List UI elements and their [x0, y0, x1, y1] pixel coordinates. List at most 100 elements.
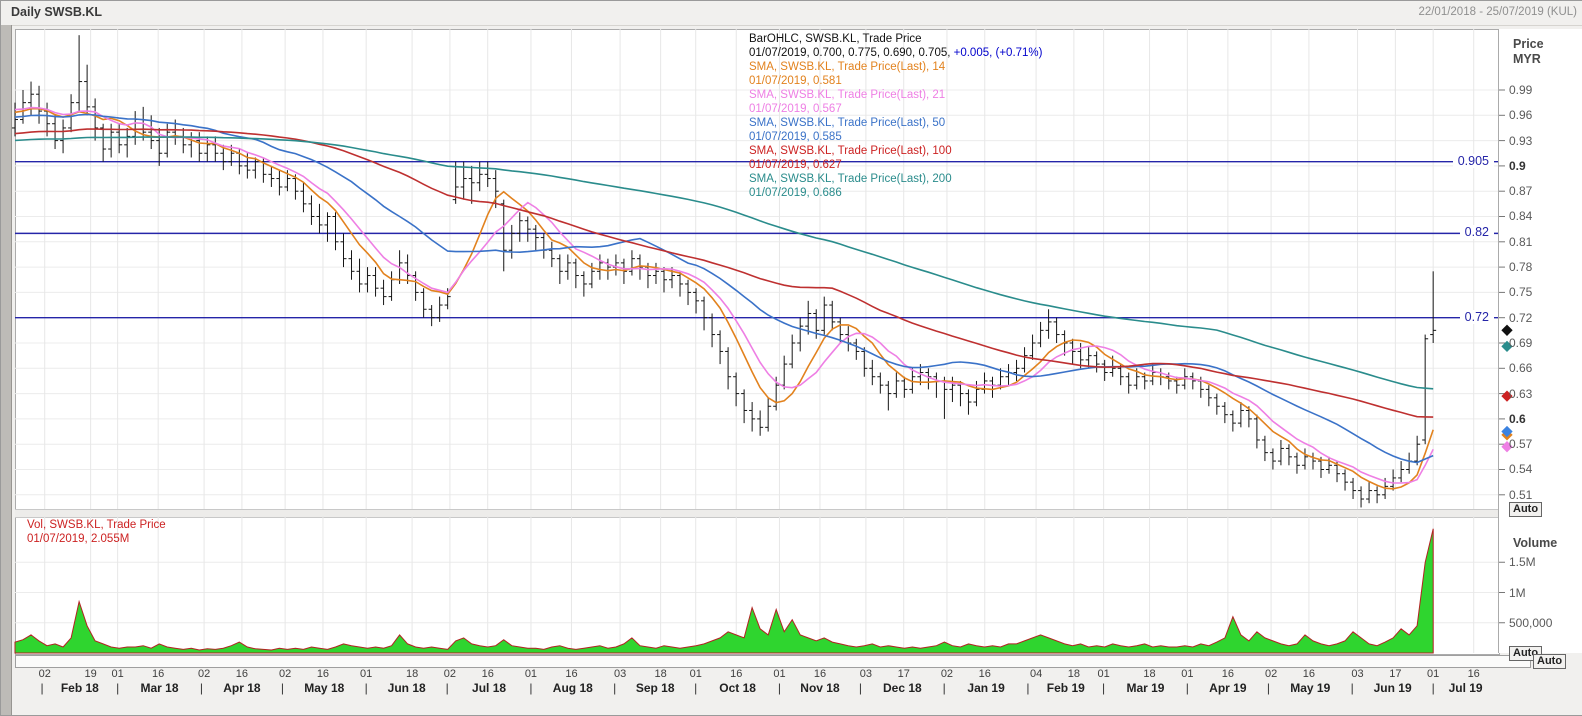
month-separator: | [40, 681, 44, 695]
legend-text: 01/07/2019, 0.567 [749, 103, 842, 115]
pane-separator[interactable] [15, 509, 1498, 518]
sma-200-line [14, 136, 1434, 390]
volume-tick-label: 1.5M [1509, 555, 1536, 570]
date-tick-label: 16 [730, 668, 743, 680]
date-tick-label: 16 [1302, 668, 1316, 680]
month-label: Oct 18 [719, 681, 756, 695]
price-axis-currency: MYR [1513, 52, 1541, 66]
legend-row[interactable]: SMA, SWSB.KL, Trade Price(Last), 21 [749, 88, 1043, 102]
price-tick-label: 0.54 [1509, 462, 1533, 477]
month-separator: | [1102, 681, 1106, 695]
volume-legend-line2: 01/07/2019, 2.055M [27, 533, 130, 545]
level-label[interactable]: 0.905 [1452, 153, 1494, 168]
date-tick-label: 02 [443, 668, 457, 680]
volume-axis-header: Volume [1513, 536, 1558, 550]
month-label: Jul 19 [1448, 681, 1483, 695]
month-separator: | [116, 681, 120, 695]
month-label: Feb 19 [1046, 681, 1085, 695]
legend-row[interactable]: 01/07/2019, 0.686 [749, 186, 1043, 200]
month-separator: | [1350, 681, 1354, 695]
axis-marker-diamond [1501, 425, 1513, 438]
time-scrollbar[interactable] [15, 655, 1531, 668]
date-tick-label: 16 [481, 668, 494, 680]
date-tick-label: 01 [1097, 668, 1110, 680]
date-tick-label: 18 [405, 668, 419, 680]
month-label: May 18 [304, 681, 345, 695]
legend-text: +0.005, (+0.71%) [953, 47, 1043, 59]
price-axis-panel[interactable] [1498, 29, 1582, 653]
date-range-label: 22/01/2018 - 25/07/2019 (KUL) [1418, 6, 1577, 18]
legend-row[interactable]: SMA, SWSB.KL, Trade Price(Last), 14 [749, 60, 1043, 74]
month-separator: | [613, 681, 617, 695]
price-tick-label: 0.51 [1509, 487, 1533, 502]
month-label: Jun 19 [1373, 681, 1412, 695]
date-tick-label: 18 [654, 668, 667, 680]
price-tick-label: 0.96 [1509, 108, 1533, 123]
price-tick-label: 0.6 [1509, 411, 1526, 426]
date-tick-label: 02 [197, 668, 211, 680]
date-tick-label: 19 [84, 668, 97, 680]
month-label: Apr 18 [223, 681, 261, 695]
date-tick-label: 01 [689, 668, 702, 680]
month-label: Jun 18 [387, 681, 426, 695]
date-tick-label: 02 [1264, 668, 1278, 680]
title-bar: Daily SWSB.KL 22/01/2018 - 25/07/2019 (K… [1, 1, 1582, 26]
date-tick-label: 16 [978, 668, 991, 680]
month-separator: | [529, 681, 533, 695]
date-tick-label: 16 [1221, 668, 1234, 680]
price-auto-button[interactable]: Auto [1509, 502, 1543, 517]
legend-text: SMA, SWSB.KL, Trade Price(Last), 100 [749, 145, 952, 157]
legend-row[interactable]: 01/07/2019, 0.627 [749, 158, 1043, 172]
legend-row[interactable]: 01/07/2019, 0.700, 0.775, 0.690, 0.705, … [749, 46, 1043, 60]
month-separator: | [1185, 681, 1189, 695]
date-tick-label: 02 [940, 668, 954, 680]
legend-text: 01/07/2019, 0.585 [749, 131, 842, 143]
date-tick-label: 16 [813, 668, 827, 680]
price-tick-label: 0.69 [1509, 335, 1533, 350]
legend-row[interactable]: SMA, SWSB.KL, Trade Price(Last), 50 [749, 116, 1043, 130]
legend-text: 01/07/2019, 0.581 [749, 75, 842, 87]
date-tick-label: 01 [773, 668, 786, 680]
date-tick-label: 16 [316, 668, 330, 680]
legend-text: 01/07/2019, 0.700, 0.775, 0.690, 0.705, [749, 47, 954, 59]
legend-row[interactable]: 01/07/2019, 0.567 [749, 102, 1043, 116]
month-label: Feb 18 [60, 681, 99, 695]
month-separator: | [777, 681, 782, 695]
month-label: Aug 18 [552, 681, 593, 695]
price-tick-label: 0.99 [1509, 83, 1533, 97]
legend-text: SMA, SWSB.KL, Trade Price(Last), 14 [749, 61, 946, 73]
legend-row[interactable]: 01/07/2019, 0.585 [749, 130, 1043, 144]
date-tick-label: 16 [235, 668, 249, 680]
legend-row[interactable]: SMA, SWSB.KL, Trade Price(Last), 100 [749, 144, 1043, 158]
xaxis-auto-button[interactable]: Auto [1533, 654, 1567, 669]
legend-text: SMA, SWSB.KL, Trade Price(Last), 21 [749, 89, 946, 101]
volume-legend[interactable]: Vol, SWSB.KL, Trade Price 01/07/2019, 2.… [27, 518, 166, 546]
sma-50-line [14, 113, 1434, 464]
month-separator: | [1266, 681, 1270, 695]
date-tick-label: 02 [38, 668, 51, 680]
level-label[interactable]: 0.82 [1459, 225, 1494, 240]
legend-text: BarOHLC, SWSB.KL, Trade Price [749, 33, 922, 45]
price-tick-label: 0.78 [1509, 260, 1533, 275]
level-label[interactable]: 0.72 [1459, 309, 1494, 324]
date-tick-label: 17 [897, 668, 910, 680]
legend-row[interactable]: SMA, SWSB.KL, Trade Price(Last), 200 [749, 172, 1043, 186]
date-tick-label: 01 [1427, 668, 1440, 680]
date-tick-label: 18 [1067, 668, 1081, 680]
legend-row[interactable]: BarOHLC, SWSB.KL, Trade Price [749, 32, 1043, 46]
date-tick-label: 03 [613, 668, 627, 680]
price-axis-header: Price [1513, 37, 1544, 51]
date-tick-label: 02 [279, 668, 292, 680]
legend-text: 01/07/2019, 0.686 [749, 187, 842, 199]
legend-row[interactable]: 01/07/2019, 0.581 [749, 74, 1043, 88]
sma-100-line [14, 128, 1434, 418]
month-separator: | [199, 681, 203, 695]
date-tick-label: 17 [1389, 668, 1402, 680]
date-tick-label: 16 [565, 668, 578, 680]
date-tick-label: 01 [111, 668, 124, 680]
date-tick-label: 01 [360, 668, 373, 680]
price-tick-label: 0.75 [1509, 285, 1533, 300]
month-separator: | [1431, 681, 1435, 695]
